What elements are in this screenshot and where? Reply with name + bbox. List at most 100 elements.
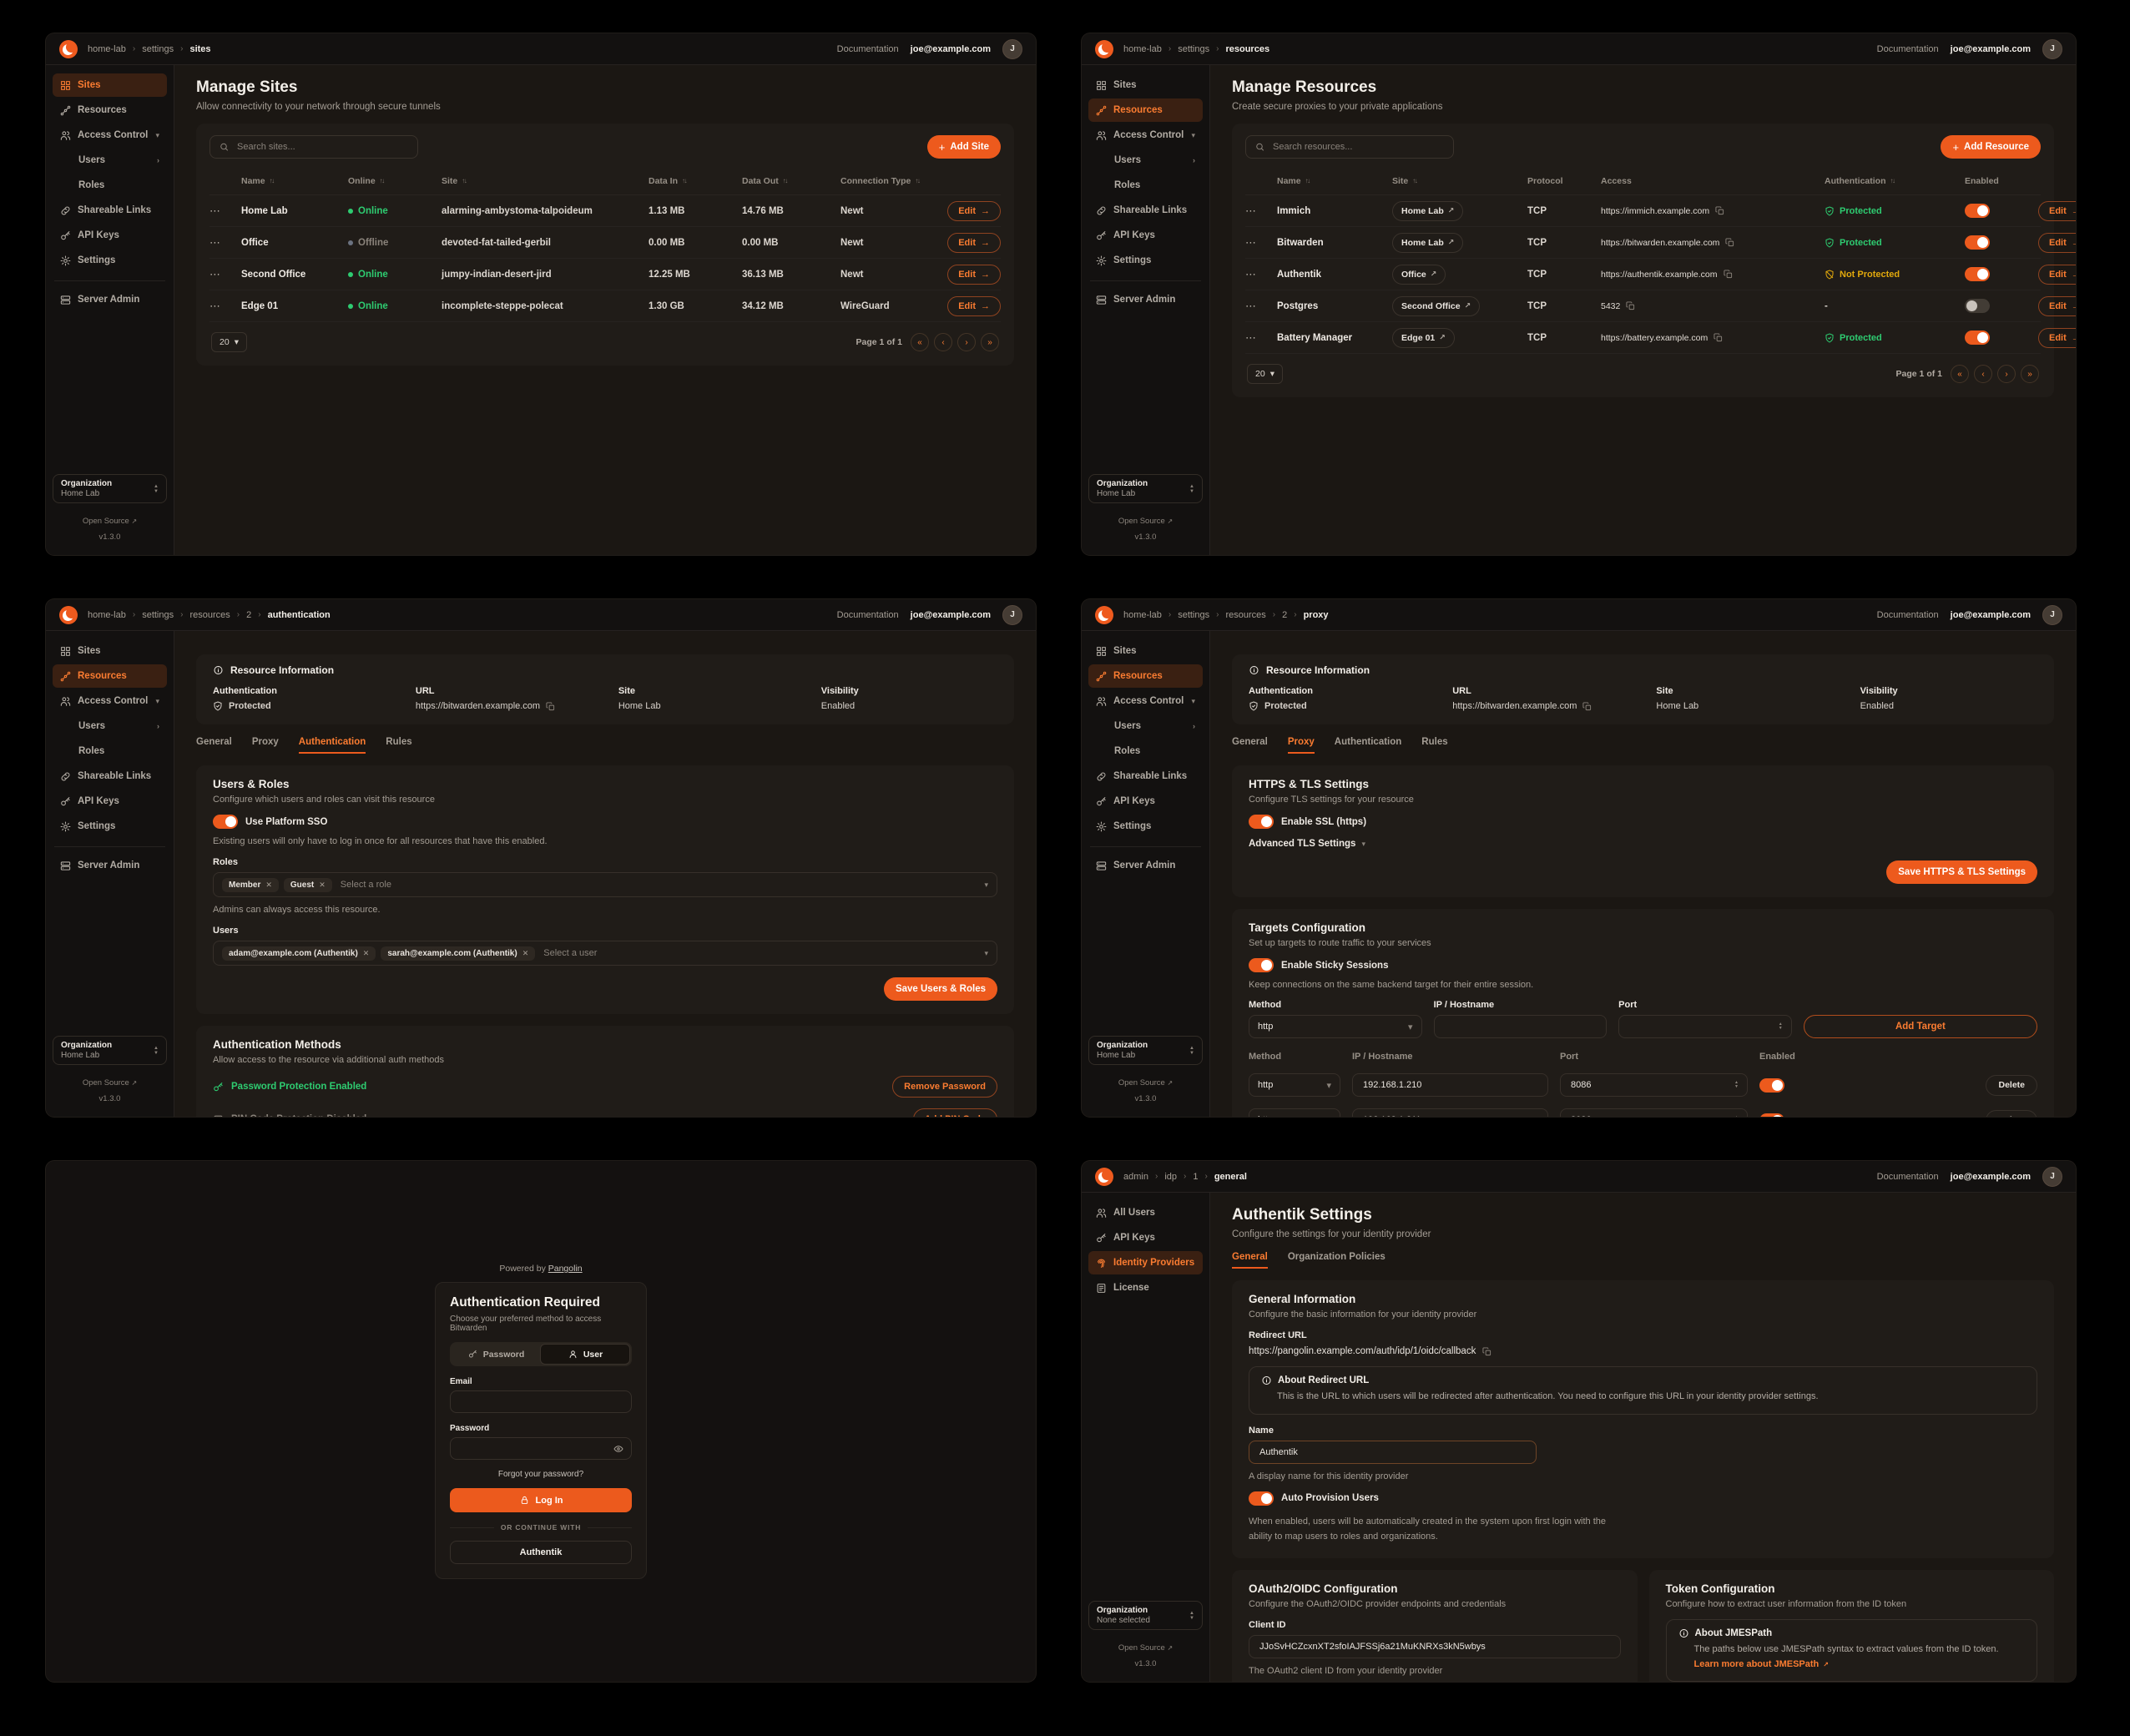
delete-target-button[interactable]: Delete [1986, 1109, 2037, 1117]
documentation-link[interactable]: Documentation [1876, 609, 1939, 620]
edit-button[interactable]: Edit→ [2038, 295, 2076, 316]
save-https-tls-button[interactable]: Save HTTPS & TLS Settings [1886, 860, 2037, 884]
user-email[interactable]: joe@example.com [1950, 1171, 2031, 1182]
remove-chip-icon[interactable]: ✕ [265, 880, 272, 889]
first-page-button[interactable]: « [1951, 365, 1969, 383]
sidebar-item-settings[interactable]: Settings [1088, 249, 1203, 272]
sidebar-item-sites[interactable]: Sites [53, 639, 167, 663]
last-page-button[interactable]: » [2021, 365, 2039, 383]
tab-general[interactable]: General [1232, 1252, 1268, 1269]
row-menu-button[interactable]: ⋯ [209, 267, 221, 280]
enabled-toggle[interactable] [1965, 331, 1990, 345]
sidebar-item-roles[interactable]: Roles [53, 174, 167, 197]
forgot-password-link[interactable]: Forgot your password? [497, 1470, 584, 1479]
number-stepper[interactable]: ▲▼ [1778, 1021, 1783, 1031]
sidebar-item-sites[interactable]: Sites [1088, 73, 1203, 97]
access-url[interactable]: https://bitwarden.example.com [1601, 237, 1720, 248]
row-menu-button[interactable]: ⋯ [1245, 299, 1257, 312]
remove-chip-icon[interactable]: ✕ [522, 948, 529, 957]
next-page-button[interactable]: › [957, 333, 976, 351]
client-id-input[interactable] [1258, 1640, 1612, 1653]
port-input-field[interactable] [1628, 1021, 1774, 1032]
email-field[interactable] [450, 1390, 632, 1413]
open-source-link[interactable]: Open Source ↗ [1118, 1078, 1174, 1088]
sidebar-item-license[interactable]: License [1088, 1276, 1203, 1299]
user-chip[interactable]: adam@example.com (Authentik) ✕ [222, 946, 376, 961]
org-selector[interactable]: Organization None selected ▲ ▼ [1088, 1601, 1203, 1630]
user-email[interactable]: joe@example.com [1950, 609, 2031, 620]
tab-authentication[interactable]: Authentication [1334, 737, 1402, 747]
user-method-tab[interactable]: User [540, 1344, 630, 1365]
documentation-link[interactable]: Documentation [836, 43, 899, 54]
sidebar-item-roles[interactable]: Roles [1088, 739, 1203, 763]
target-method-select[interactable]: http▾ [1249, 1073, 1340, 1097]
client-id-field[interactable] [1249, 1634, 1621, 1658]
sidebar-item-api-keys[interactable]: API Keys [53, 224, 167, 247]
site-link-pill[interactable]: Office ↗ [1392, 264, 1446, 285]
access-url[interactable]: https://battery.example.com [1601, 332, 1709, 343]
tab-rules[interactable]: Rules [1421, 737, 1448, 747]
search-input[interactable] [1271, 141, 1445, 153]
breadcrumb-settings[interactable]: settings [1178, 609, 1210, 620]
sidebar-item-access-control[interactable]: Access Control ▾ [53, 124, 167, 147]
access-port[interactable]: 5432 [1601, 300, 1621, 311]
roles-multiselect[interactable]: Member ✕ Guest ✕ Select a role ▾ [213, 872, 997, 897]
pangolin-logo[interactable] [1095, 39, 1113, 58]
add-resource-button[interactable]: + Add Resource [1941, 135, 2041, 159]
pangolin-logo[interactable] [1095, 1167, 1113, 1186]
next-page-button[interactable]: › [1997, 365, 2016, 383]
tab-proxy[interactable]: Proxy [251, 737, 279, 747]
copy-icon[interactable] [1582, 701, 1592, 711]
column-connection-type[interactable]: Connection Type ↑↓ [840, 175, 921, 186]
pangolin-logo[interactable] [59, 605, 78, 624]
authentik-sso-button[interactable]: Authentik [450, 1541, 632, 1564]
sidebar-item-sites[interactable]: Sites [1088, 639, 1203, 663]
breadcrumb-org[interactable]: home-lab [1123, 43, 1162, 54]
open-source-link[interactable]: Open Source ↗ [82, 517, 138, 526]
open-source-link[interactable]: Open Source ↗ [1118, 517, 1174, 526]
method-select[interactable]: http ▾ [1249, 1015, 1422, 1038]
target-hostname-input[interactable] [1352, 1073, 1548, 1097]
target-hostname-field[interactable] [1361, 1079, 1539, 1091]
row-menu-button[interactable]: ⋯ [1245, 204, 1257, 217]
tab-authentication[interactable]: Authentication [298, 737, 366, 754]
save-users-roles-button[interactable]: Save Users & Roles [883, 977, 997, 1001]
sticky-sessions-toggle[interactable] [1249, 958, 1274, 972]
password-field[interactable] [450, 1437, 632, 1460]
enabled-toggle[interactable] [1965, 204, 1990, 218]
number-stepper[interactable]: ▲▼ [1734, 1079, 1739, 1089]
sidebar-item-roles[interactable]: Roles [1088, 174, 1203, 197]
breadcrumb-resources[interactable]: resources [189, 609, 230, 620]
column-online[interactable]: Online ↑↓ [348, 175, 385, 186]
remove-password-button[interactable]: Remove Password [892, 1076, 997, 1098]
site-link-pill[interactable]: Edge 01 ↗ [1392, 327, 1455, 348]
column-name[interactable]: Name ↑↓ [241, 175, 275, 186]
sidebar-item-resources[interactable]: Resources [53, 664, 167, 688]
sidebar-item-access-control[interactable]: Access Control ▾ [1088, 689, 1203, 713]
edit-button[interactable]: Edit→ [947, 295, 1001, 316]
target-port-field[interactable] [1569, 1079, 1730, 1091]
users-multiselect[interactable]: adam@example.com (Authentik) ✕ sarah@exam… [213, 941, 997, 966]
org-selector[interactable]: Organization Home Lab ▲ ▼ [1088, 1036, 1203, 1065]
user-chip[interactable]: sarah@example.com (Authentik) ✕ [381, 946, 536, 961]
edit-button[interactable]: Edit→ [947, 264, 1001, 285]
pangolin-logo[interactable] [59, 39, 78, 58]
org-selector[interactable]: Organization Home Lab ▲ ▼ [53, 474, 167, 503]
hostname-input[interactable] [1433, 1015, 1608, 1038]
prev-page-button[interactable]: ‹ [1974, 365, 1992, 383]
info-url-value[interactable]: https://bitwarden.example.com [415, 701, 541, 711]
delete-target-button[interactable]: Delete [1986, 1074, 2037, 1096]
port-input[interactable]: ▲ ▼ [1618, 1015, 1792, 1038]
breadcrumb-org[interactable]: home-lab [1123, 609, 1162, 620]
edit-button[interactable]: Edit→ [2038, 200, 2076, 221]
edit-button[interactable]: Edit→ [947, 200, 1001, 221]
user-email[interactable]: joe@example.com [910, 43, 991, 54]
sidebar-item-resources[interactable]: Resources [1088, 98, 1203, 122]
password-method-tab[interactable]: Password [452, 1344, 540, 1365]
enabled-toggle[interactable] [1965, 267, 1990, 281]
target-hostname-field[interactable] [1361, 1114, 1539, 1117]
user-avatar[interactable]: J [1002, 38, 1022, 59]
sidebar-item-server-admin[interactable]: Server Admin [53, 288, 167, 311]
user-email[interactable]: joe@example.com [1950, 43, 2031, 54]
edit-button[interactable]: Edit→ [2038, 264, 2076, 285]
